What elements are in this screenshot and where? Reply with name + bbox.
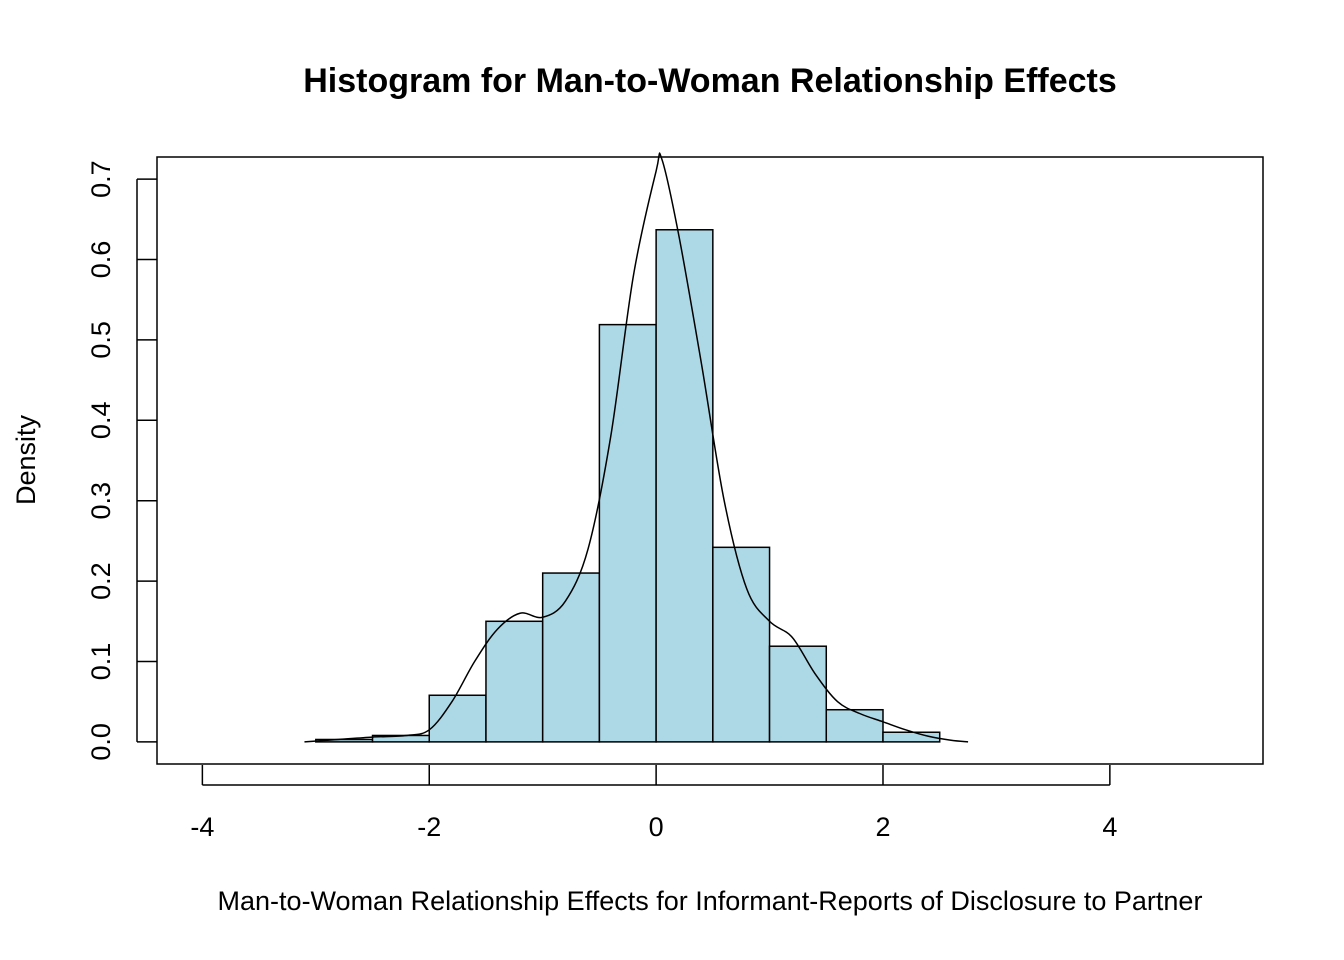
x-tick-label: 4 [1102,812,1117,842]
x-tick-label: -2 [417,812,441,842]
y-axis-label: Density [11,414,41,505]
x-tick-label: -4 [190,812,214,842]
histogram-bar-3 [485,620,544,743]
y-tick-label: 0.0 [86,723,116,761]
histogram-bar-9 [825,708,884,743]
histogram-bar-7 [712,546,771,743]
bars-layer [315,229,941,743]
y-tick-label: 0.6 [86,241,116,279]
histogram-bar-8 [768,645,828,743]
histogram-bar-6 [655,229,714,743]
y-tick-label: 0.5 [86,321,116,359]
y-tick-label: 0.2 [86,562,116,600]
y-tick-label: 0.3 [86,482,116,520]
x-tick-label: 0 [649,812,664,842]
histogram-bar-5 [598,323,657,743]
plot-frame [156,156,1264,765]
x-tick-label: 2 [875,812,890,842]
y-tick-label: 0.7 [86,160,116,198]
x-axis: -4 -2 0 2 4 [190,765,1117,842]
histogram-bar-2 [428,694,487,743]
x-axis-label: Man-to-Woman Relationship Effects for In… [218,886,1203,916]
density-curve [304,152,969,743]
histogram-bar-4 [541,572,601,743]
y-tick-label: 0.1 [86,643,116,681]
chart-title: Histogram for Man-to-Woman Relationship … [303,62,1117,100]
y-axis: 0.0 0.1 0.2 0.3 0.4 0.5 0.6 0.7 [86,160,157,761]
y-tick-label: 0.4 [86,402,116,440]
